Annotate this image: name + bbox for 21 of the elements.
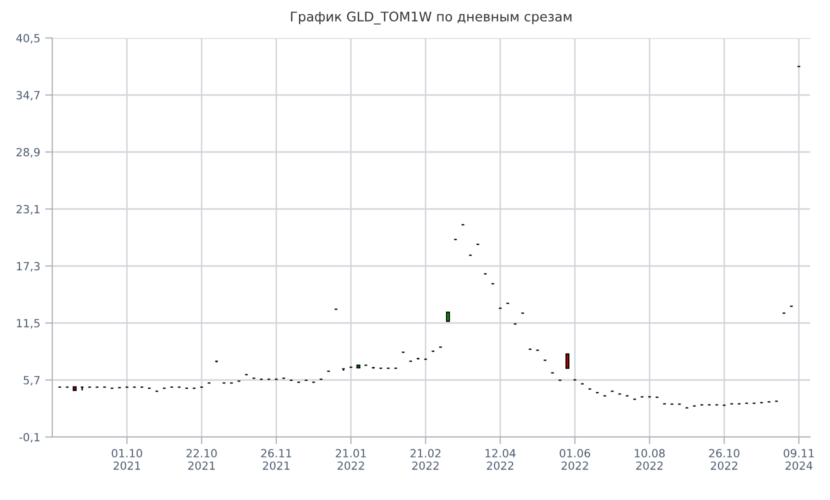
y-tick-label: -0,1: [19, 432, 40, 443]
y-tick-label: 34,7: [16, 90, 40, 101]
y-tick-label: 40,5: [16, 34, 40, 44]
x-tick-label: 26.11 2021: [261, 449, 292, 470]
y-tick-label: 11,5: [16, 319, 40, 329]
x-tick-label: 12.04 2022: [486, 449, 516, 470]
candlestick: [446, 312, 450, 322]
x-tick-label: 01.10 2021: [112, 449, 142, 470]
x-tick-label: 10.08 2022: [634, 449, 665, 470]
candlestick: [565, 353, 570, 369]
y-tick-label: 28,9: [16, 148, 40, 158]
x-tick-label: 09.11 2024: [784, 449, 814, 470]
x-tick-label: 22.10 2021: [186, 449, 217, 470]
x-tick-label: 21.02 2022: [410, 449, 440, 470]
y-tick-label: 17,3: [16, 262, 40, 272]
x-tick-label: 26.10 2022: [709, 449, 740, 470]
y-tick-label: 5,7: [24, 376, 40, 386]
x-tick-label: 01.06 2022: [560, 449, 590, 470]
y-tick-label: 23,1: [16, 204, 40, 215]
x-tick-label: 21.01 2022: [336, 449, 366, 470]
chart-title: График GLD_TOM1W по дневным срезам: [291, 12, 572, 24]
